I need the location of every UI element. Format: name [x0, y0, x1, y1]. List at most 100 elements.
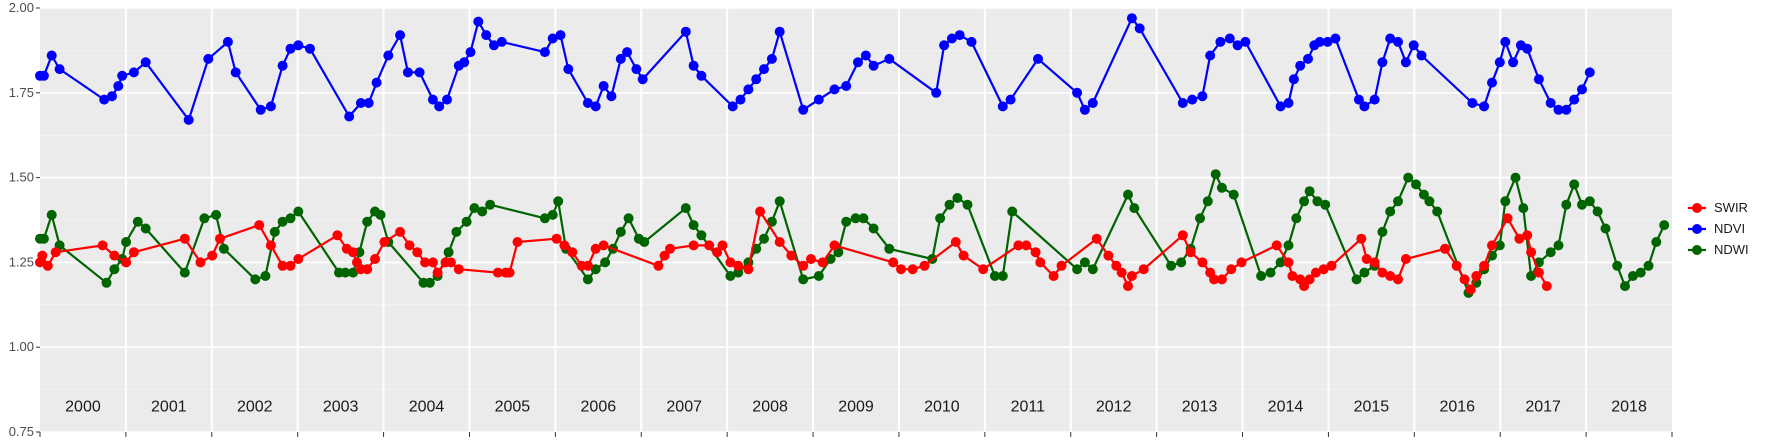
data-point-ndwi [600, 257, 611, 268]
data-point-ndwi [813, 271, 824, 281]
data-point-ndvi [1295, 60, 1306, 71]
data-point-ndwi [477, 206, 488, 217]
data-point-swir [128, 247, 139, 258]
data-point-ndvi [1314, 36, 1325, 47]
data-point-swir [1111, 260, 1122, 271]
data-point-ndvi [383, 50, 394, 61]
data-point-swir [254, 220, 265, 231]
data-point-ndwi [1351, 274, 1362, 285]
data-point-ndvi [1322, 36, 1333, 47]
data-point-ndwi [1553, 240, 1564, 251]
data-point-ndwi [250, 274, 261, 285]
data-point-ndvi [1500, 36, 1511, 47]
data-point-ndvi [727, 101, 738, 112]
data-point-ndwi [884, 243, 895, 254]
data-point-ndvi [774, 26, 785, 37]
data-point-ndwi [179, 267, 190, 278]
data-point-swir [582, 260, 593, 271]
data-point-ndwi [1577, 199, 1587, 210]
data-point-swir [1013, 240, 1024, 251]
data-point-ndvi [997, 101, 1008, 112]
series-swir [35, 206, 1552, 295]
data-point-ndvi [539, 47, 550, 58]
data-point-swir [598, 240, 609, 251]
data-point-swir [590, 243, 601, 254]
data-point-ndwi [1635, 267, 1646, 278]
data-point-ndwi [277, 216, 288, 227]
data-point-swir [559, 240, 570, 251]
series-ndvi [35, 13, 1595, 125]
data-point-ndwi [688, 220, 699, 231]
data-point-swir [1123, 281, 1133, 292]
data-point-ndvi [1494, 57, 1505, 68]
year-label: 2003 [323, 399, 359, 416]
data-point-ndwi [1129, 203, 1140, 214]
data-point-swir [950, 237, 961, 247]
y-tick-label: 2.00 [9, 0, 34, 15]
data-point-ndwi [1561, 199, 1572, 210]
data-point-ndvi [344, 111, 355, 122]
data-point-ndvi [230, 67, 241, 78]
data-point-swir [717, 240, 728, 251]
data-point-ndwi [362, 216, 373, 227]
year-label: 2009 [838, 399, 874, 416]
year-label: 2010 [924, 399, 960, 416]
data-point-ndwi [1432, 206, 1443, 217]
data-point-ndwi [1592, 206, 1603, 217]
data-point-ndwi [1291, 213, 1302, 224]
data-point-ndvi [631, 64, 642, 75]
data-point-ndwi [199, 213, 210, 224]
data-point-ndvi [427, 94, 438, 105]
data-point-ndwi [1195, 213, 1205, 224]
data-point-swir [733, 260, 744, 271]
data-point-ndwi [38, 233, 49, 244]
data-point-ndvi [751, 74, 762, 85]
data-point-ndvi [434, 101, 445, 112]
data-point-swir [1021, 240, 1032, 251]
data-point-swir [1465, 284, 1476, 295]
data-point-ndvi [107, 91, 117, 102]
data-point-ndwi [1584, 196, 1595, 207]
data-point-ndvi [285, 43, 296, 54]
data-point-ndwi [1176, 257, 1187, 268]
y-tick-label: 1.75 [9, 85, 34, 100]
data-point-ndvi [1288, 74, 1299, 85]
data-point-swir [1471, 271, 1482, 281]
data-point-swir [453, 264, 464, 275]
legend-item-swir: SWIR [1688, 200, 1748, 215]
data-point-ndvi [1087, 98, 1098, 108]
data-point-ndwi [1228, 189, 1239, 200]
data-point-ndwi [140, 223, 151, 234]
data-point-swir [1056, 260, 1067, 271]
data-point-swir [265, 240, 276, 251]
data-point-swir [1479, 260, 1490, 271]
data-point-ndwi [101, 277, 112, 288]
data-point-ndwi [1299, 196, 1310, 207]
data-point-swir [370, 254, 380, 264]
data-point-ndwi [798, 274, 809, 285]
data-point-swir [1541, 281, 1552, 292]
data-point-swir [725, 257, 736, 268]
data-point-ndvi [1197, 91, 1208, 102]
data-point-ndvi [1126, 13, 1137, 24]
data-point-ndwi [962, 199, 973, 210]
data-point-ndvi [371, 77, 382, 88]
year-label: 2005 [495, 399, 531, 416]
data-point-ndvi [46, 50, 57, 61]
data-point-ndvi [606, 91, 617, 102]
data-point-swir [1369, 257, 1380, 268]
data-point-swir [888, 257, 899, 268]
data-point-ndvi [1187, 94, 1198, 105]
data-point-swir [445, 257, 456, 268]
data-point-ndwi [375, 209, 386, 220]
data-point-ndwi [1304, 186, 1315, 197]
data-point-ndvi [1369, 94, 1380, 105]
data-point-swir [362, 264, 373, 275]
data-point-ndwi [1166, 260, 1177, 271]
data-point-swir [712, 247, 723, 258]
data-point-ndvi [1479, 101, 1490, 112]
data-point-ndvi [1467, 98, 1478, 108]
data-point-ndwi [293, 206, 304, 217]
data-point-swir [919, 260, 930, 271]
data-point-ndwi [850, 213, 861, 224]
